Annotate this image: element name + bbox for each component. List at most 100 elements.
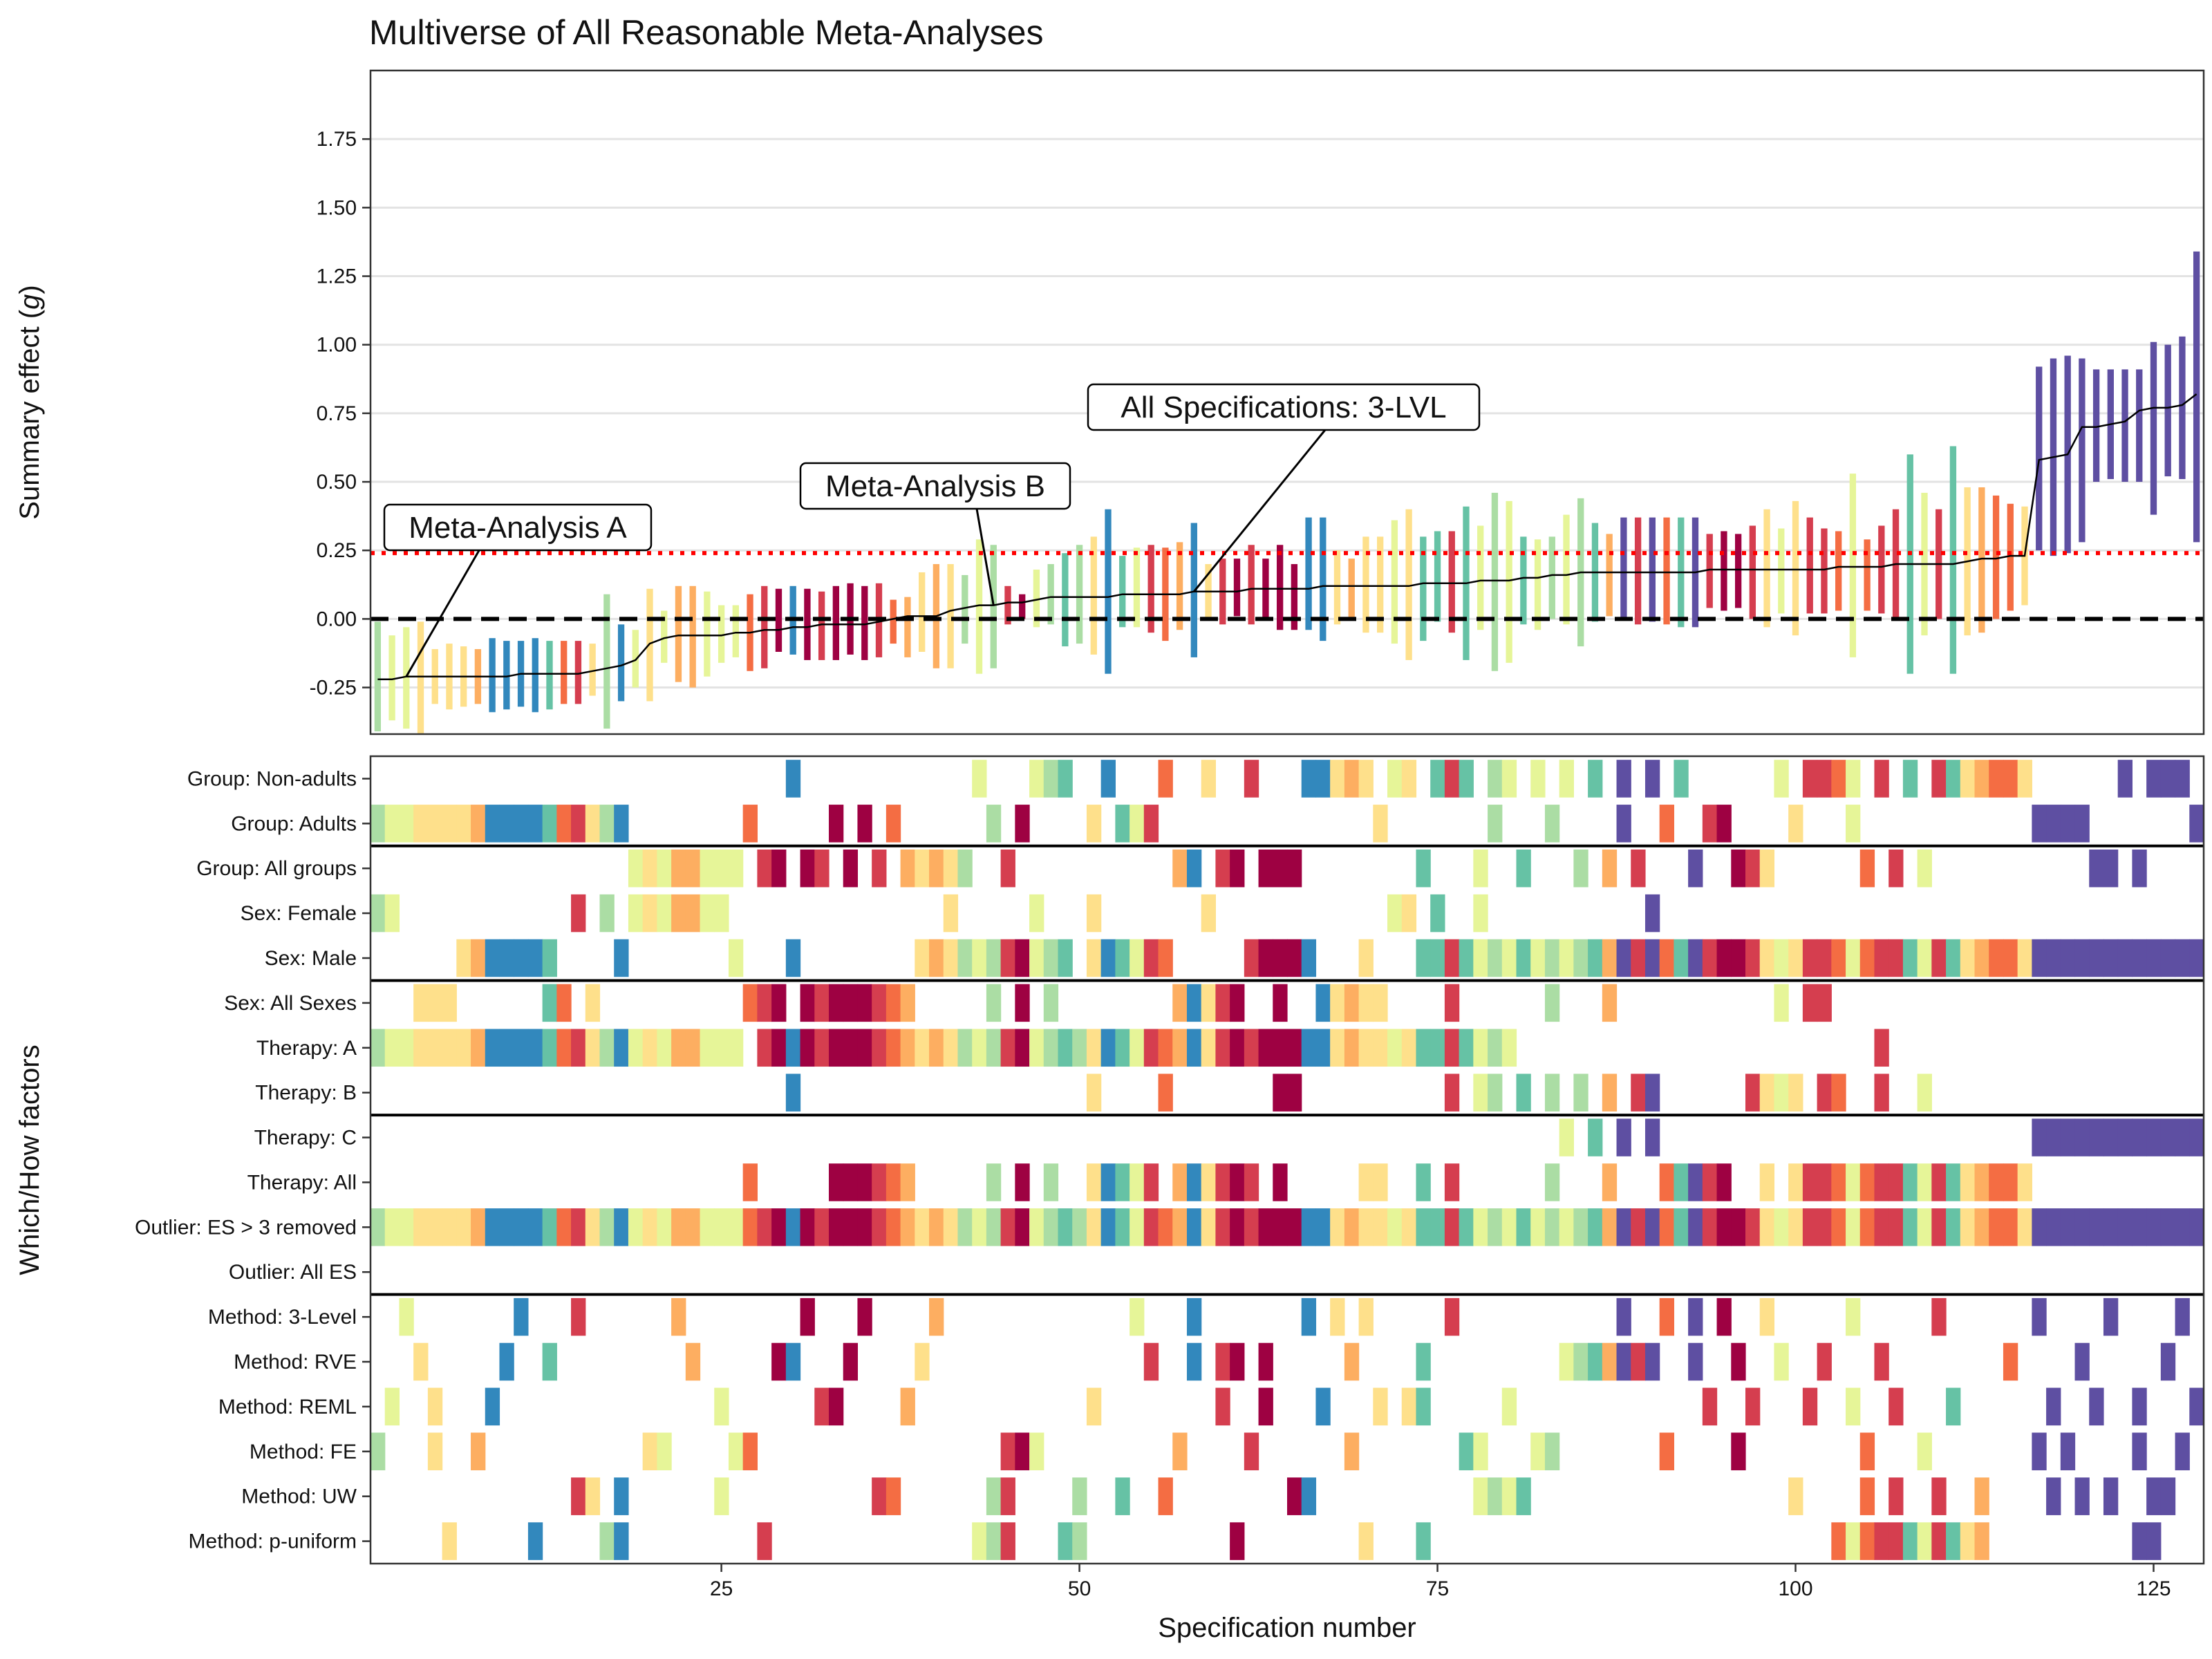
factor-tile [1888, 1477, 1904, 1515]
factor-tile [843, 1342, 859, 1381]
factor-tile [1989, 1163, 2004, 1201]
factor-tile [1759, 1297, 1775, 1336]
factor-tile [1301, 1297, 1317, 1336]
factor-tile [1000, 939, 1015, 977]
factor-tile [514, 1029, 529, 1067]
factor-tile [657, 849, 672, 888]
factor-tile [1301, 760, 1317, 798]
factor-tile [1444, 1208, 1460, 1246]
ci-bar [1147, 545, 1154, 633]
factor-tile [1172, 1029, 1188, 1067]
ci-bar [1563, 514, 1570, 625]
ci-bar [1721, 531, 1727, 611]
factor-tile [1258, 849, 1273, 888]
ci-bar [1763, 509, 1770, 628]
factor-tile [728, 1029, 744, 1067]
factor-tile [1659, 939, 1675, 977]
factor-tile [1143, 1163, 1159, 1201]
factor-tile [1244, 1163, 1259, 1201]
factor-tile [1043, 1163, 1059, 1201]
factor-tile [599, 805, 615, 843]
factor-tile [1602, 1208, 1618, 1246]
factor-tile [1759, 1074, 1775, 1112]
factor-tile [2103, 1118, 2119, 1156]
factor-tile [1186, 1029, 1202, 1067]
factor-tile [2103, 849, 2119, 888]
factor-tile [829, 1163, 844, 1201]
factor-tile [1258, 939, 1273, 977]
factor-tile [1115, 1208, 1130, 1246]
y-tick-label: 1.25 [317, 265, 357, 288]
factor-tile [1831, 1208, 1846, 1246]
factor-tile [1917, 1074, 1932, 1112]
factor-tile [2117, 939, 2133, 977]
y-tick-label: 0.25 [317, 539, 357, 562]
ci-bar [1663, 517, 1670, 625]
ci-bar [1978, 487, 1985, 633]
factor-tile [685, 849, 701, 888]
ci-bar [2179, 336, 2186, 480]
factor-tile [442, 1522, 457, 1560]
factor-tile [857, 1208, 872, 1246]
factor-tile [2046, 1208, 2061, 1246]
factor-tile [1559, 1118, 1574, 1156]
factor-tile [1688, 939, 1703, 977]
factor-tile [456, 1029, 471, 1067]
factor-row-label: Therapy: A [256, 1037, 357, 1060]
factor-tile [2017, 760, 2032, 798]
factor-row-label: Method: RVE [234, 1351, 357, 1374]
factor-tile [1888, 939, 1904, 977]
factor-tile [1301, 1477, 1317, 1515]
ci-bar [1649, 517, 1656, 622]
factor-tile [1186, 849, 1202, 888]
factor-tile [1602, 939, 1618, 977]
factor-tile [1859, 1432, 1875, 1471]
factor-tile [1043, 1029, 1059, 1067]
factor-tile [371, 1029, 386, 1067]
factor-tile [442, 1029, 457, 1067]
factor-tile [1501, 1029, 1517, 1067]
factor-tile [1817, 1074, 1832, 1112]
factor-tile [1716, 805, 1732, 843]
factor-tile [1043, 760, 1059, 798]
factor-tile [471, 1029, 486, 1067]
factor-tile [1287, 1074, 1302, 1112]
factor-tile [857, 1029, 872, 1067]
factor-tile [2074, 1342, 2090, 1381]
factor-tile [1258, 1208, 1273, 1246]
ci-bar [1119, 556, 1126, 628]
factor-tile [1874, 939, 1889, 977]
factor-tile [1488, 1074, 1503, 1112]
factor-tile [1172, 1208, 1188, 1246]
factor-tile [1488, 939, 1503, 977]
factor-tile [556, 984, 572, 1022]
factor-tile [1459, 1029, 1474, 1067]
factor-tile [1358, 1029, 1374, 1067]
ci-bar [632, 630, 639, 688]
factor-tile [1659, 1208, 1675, 1246]
factor-tile [1846, 760, 1861, 798]
factor-tile [1631, 1074, 1646, 1112]
factor-tile [1473, 894, 1488, 932]
factor-tile [972, 939, 987, 977]
factor-tile [642, 894, 657, 932]
factor-tile [1602, 1163, 1618, 1201]
factor-tile [628, 1029, 644, 1067]
ci-bar [646, 588, 653, 702]
factor-tile [700, 1208, 715, 1246]
factor-tile [1516, 1074, 1531, 1112]
factor-tile [800, 1029, 815, 1067]
factor-tile [2032, 1432, 2047, 1471]
factor-tile [1846, 1208, 1861, 1246]
factor-tile [1716, 1163, 1732, 1201]
factor-tile [1688, 1297, 1703, 1336]
factor-tile [671, 894, 686, 932]
factor-tile [900, 984, 915, 1022]
factor-tile [1115, 1477, 1130, 1515]
factor-tile [829, 1029, 844, 1067]
factor-tile [471, 1208, 486, 1246]
factor-tile [1846, 939, 1861, 977]
ci-bar [704, 591, 711, 677]
factor-tile [2189, 805, 2204, 843]
factor-tile [1931, 1522, 1947, 1560]
